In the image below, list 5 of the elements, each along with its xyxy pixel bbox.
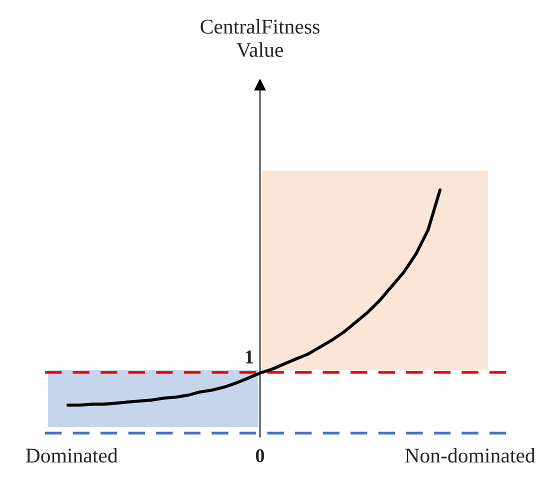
text: CentralFitness Value (200, 19, 320, 58)
text: 0 (256, 449, 264, 462)
text: Non-dominated (405, 448, 536, 463)
annotation: 1 (246, 350, 253, 364)
text: Dominated (26, 448, 118, 463)
